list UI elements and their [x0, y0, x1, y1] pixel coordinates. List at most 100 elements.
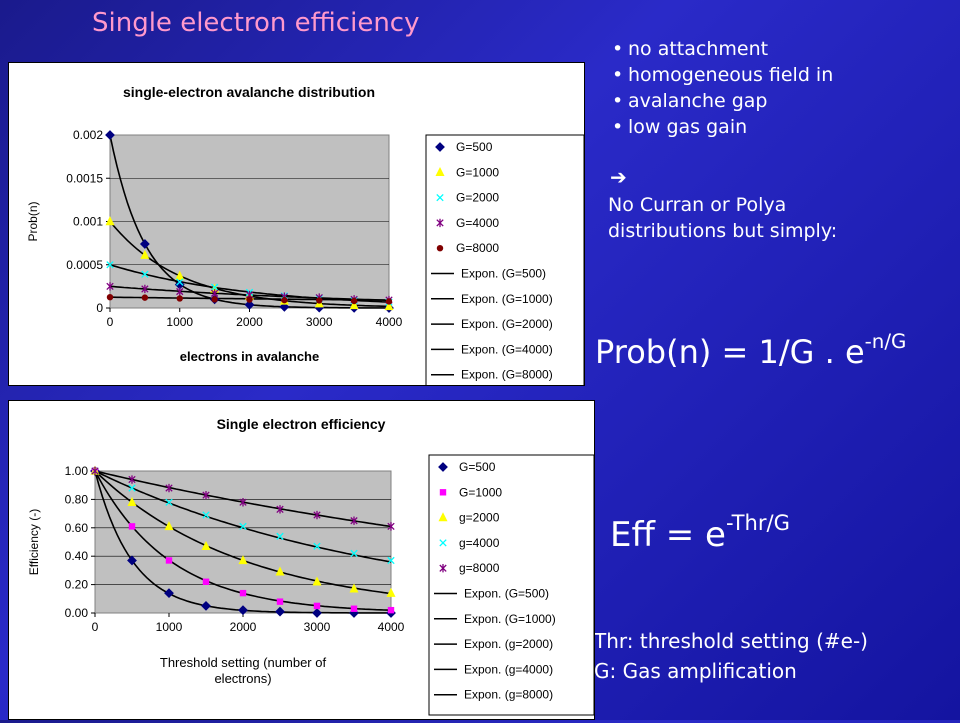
data-point: [275, 606, 285, 617]
x-tick-label: 1000: [156, 620, 183, 634]
legend-label: Expon. (G=500): [464, 587, 549, 601]
y-tick-label: 0.40: [65, 549, 89, 563]
bullet-continuation: avalanche gap: [608, 88, 837, 114]
y-tick-label: 0.60: [65, 521, 89, 535]
data-point: [238, 555, 248, 565]
data-point: [349, 583, 359, 593]
chart-single-electron-efficiency: Single electron efficiency 0.00 0.20 0.40 0.…: [8, 400, 595, 720]
x-tick-label: 3000: [306, 315, 333, 329]
y-tick-label: 0: [96, 301, 103, 315]
data-point: [386, 587, 396, 597]
data-point: [141, 284, 149, 294]
legend-label: Expon. (G=500): [461, 267, 546, 281]
data-point: [349, 300, 359, 310]
data-point: [312, 608, 322, 618]
legend-label: g=2000: [459, 511, 500, 525]
x-tick-label: 4000: [378, 620, 405, 634]
y-tick-label: 0.0015: [66, 171, 103, 185]
x-tick-label: 0: [107, 315, 114, 329]
data-point: [202, 490, 210, 500]
data-point: [281, 296, 288, 304]
x-tick-label: 0: [92, 620, 99, 634]
data-point: [176, 287, 184, 296]
data-point: [91, 466, 99, 476]
data-point: [106, 282, 114, 291]
data-point: [316, 297, 323, 304]
legend-label: Expon. (g=2000): [464, 637, 553, 651]
data-point: [276, 532, 284, 540]
x-axis-label: electrons): [214, 671, 271, 686]
data-point: [128, 484, 136, 492]
data-point: [313, 602, 321, 610]
conclusion-line: distributions but simply:: [608, 220, 838, 242]
legend-label: g=4000: [459, 536, 500, 550]
data-point: [239, 589, 247, 597]
x-axis-label: Threshold setting (number of: [160, 655, 327, 670]
y-tick-label: 0.00: [65, 606, 89, 620]
data-point: [165, 498, 173, 506]
legend-label: Expon. (G=4000): [461, 342, 553, 356]
arrow-icon: ➔: [610, 165, 627, 189]
data-point: [276, 505, 284, 514]
data-point: [105, 216, 115, 226]
data-point: [238, 605, 248, 616]
data-point: [350, 297, 358, 305]
formula-efficiency: Eff = e-Thr/G: [610, 510, 790, 555]
bullet-item: no attachment: [608, 36, 837, 62]
data-point: [140, 249, 150, 259]
data-point: [387, 606, 395, 614]
legend-label: G=500: [459, 460, 496, 474]
x-tick-label: 1000: [166, 315, 193, 329]
chart-title: single-electron avalanche distribution: [123, 84, 375, 100]
data-point: [175, 270, 185, 280]
legend-marker: [435, 142, 445, 152]
y-tick-label: 0.80: [65, 492, 89, 506]
note-gain: G: Gas amplification: [594, 659, 797, 683]
y-tick-label: 0.002: [73, 128, 103, 142]
legend-label: G=500: [456, 140, 493, 154]
legend-label: G=4000: [456, 216, 499, 230]
data-point: [165, 483, 173, 493]
data-point: [201, 540, 211, 550]
data-point: [127, 555, 137, 566]
data-point: [387, 556, 395, 565]
data-point: [106, 293, 114, 301]
data-point: [202, 511, 210, 519]
data-point: [246, 296, 253, 303]
chart-avalanche-svg: single-electron avalanche distribution00…: [26, 84, 585, 391]
data-point: [210, 283, 219, 291]
y-tick-label: 0.20: [65, 578, 89, 592]
note-threshold: Thr: threshold setting (#e-): [594, 629, 868, 653]
data-point: [165, 557, 173, 564]
legend-label: Expon. (G=8000): [461, 368, 553, 382]
data-point: [350, 605, 358, 612]
data-point: [385, 298, 393, 305]
data-point: [139, 239, 150, 249]
legend-label: G=1000: [456, 165, 499, 179]
chart-efficiency-svg: Single electron efficiency 0.00 0.20 0.40 0.…: [27, 416, 595, 716]
data-point: [312, 576, 322, 586]
legend-label: Expon. (G=1000): [464, 612, 556, 626]
data-point: [176, 295, 183, 302]
data-point: [201, 600, 211, 611]
bullet-list: no attachment homogeneous field in avala…: [608, 36, 837, 244]
legend-marker: [435, 166, 445, 176]
legend-box: [425, 134, 585, 391]
y-tick-label: 0.001: [73, 215, 103, 229]
legend-label: Expon. (g=8000): [464, 688, 553, 702]
y-tick-label: 0.0005: [66, 258, 103, 272]
legend-marker: [439, 564, 447, 573]
conclusion-line: No Curran or Polya: [608, 194, 787, 216]
data-point: [176, 278, 184, 286]
legend-label: g=8000: [459, 561, 500, 575]
legend-marker: [436, 245, 444, 252]
data-point: [387, 522, 395, 531]
x-tick-label: 2000: [236, 315, 263, 329]
legend-label: G=2000: [456, 191, 499, 205]
legend-box: [428, 454, 595, 716]
slide-title: Single electron efficiency: [92, 8, 420, 38]
data-point: [164, 521, 174, 531]
legend-marker: [436, 218, 444, 228]
legend-marker: [436, 193, 444, 202]
conclusion-text: No Curran or Polya distributions but sim…: [608, 192, 837, 244]
